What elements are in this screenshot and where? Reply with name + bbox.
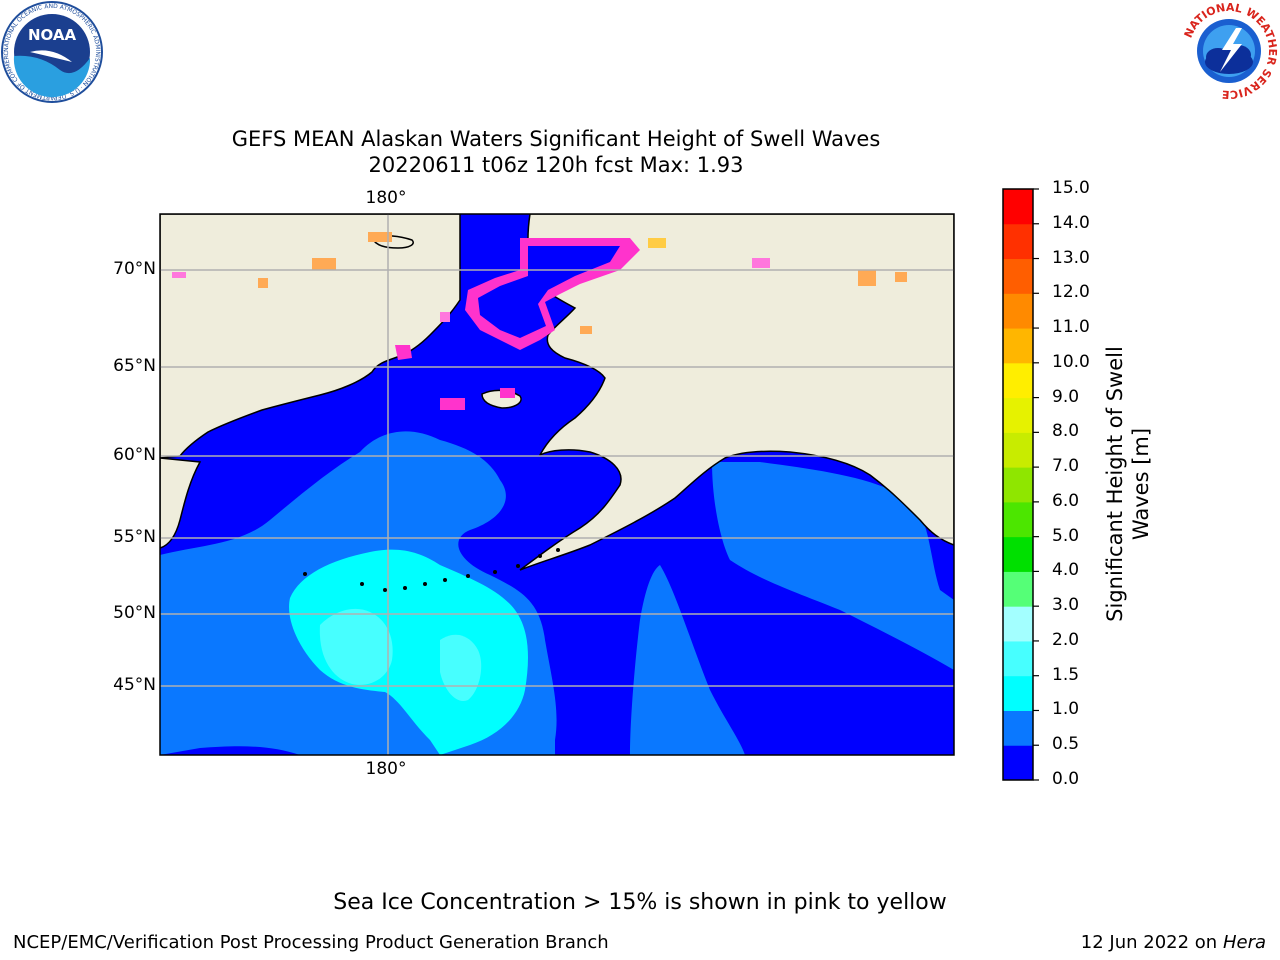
sea-ice-bering-north xyxy=(395,345,515,410)
lat-label-70n: 70°N xyxy=(113,259,156,279)
colorbar-tick-label: 4.0 xyxy=(1052,560,1080,581)
colorbar-tick-label: 11.0 xyxy=(1052,317,1090,338)
sea-ice-note: Sea Ice Concentration > 15% is shown in … xyxy=(333,890,947,915)
colorbar-swatch xyxy=(1003,710,1033,746)
footer-date-text: 12 Jun 2022 on xyxy=(1080,932,1218,953)
colorbar-swatch xyxy=(1003,640,1033,677)
sea-ice-coastal xyxy=(172,232,907,334)
colorbar-tick-label: 14.0 xyxy=(1052,212,1090,233)
colorbar-tick-label: 7.0 xyxy=(1052,456,1080,477)
colorbar-tick-label: 3.0 xyxy=(1052,595,1080,616)
colorbar-tick-label: 8.0 xyxy=(1052,421,1080,442)
footer-branch: NCEP/EMC/Verification Post Processing Pr… xyxy=(13,932,609,953)
lat-label-65n: 65°N xyxy=(113,356,156,376)
footer-date: 12 Jun 2022 on Hera xyxy=(1081,932,1266,953)
noaa-logo: NATIONAL OCEANIC AND ATMOSPHERIC ADMINIS… xyxy=(0,0,103,103)
swell-region-0-5-1m-south xyxy=(630,565,745,755)
lat-label-50n: 50°N xyxy=(113,603,156,623)
swell-region-0-5-1m-gulf xyxy=(712,462,954,670)
colorbar-swatch xyxy=(1003,293,1033,329)
colorbar-tick-label: 1.0 xyxy=(1052,699,1080,720)
colorbar-tick-label: 6.0 xyxy=(1052,490,1080,511)
lon-label-bottom: 180° xyxy=(365,759,407,779)
chart-title: GEFS MEAN Alaskan Waters Significant Hei… xyxy=(231,127,881,151)
colorbar-swatch xyxy=(1003,606,1033,642)
land-chukotka xyxy=(160,214,461,459)
colorbar-tick-label: 15.0 xyxy=(1052,178,1090,198)
map-gridlines xyxy=(160,214,954,755)
colorbar-swatch xyxy=(1003,223,1033,260)
colorbar-swatch xyxy=(1003,571,1033,607)
sea-ice-chukchi-interior xyxy=(478,246,620,338)
colorbar-frame xyxy=(1002,188,1034,781)
swell-region-1-5-2m xyxy=(319,608,393,685)
map-frame xyxy=(159,213,955,756)
nws-logo: NATIONAL WEATHER SERVICE xyxy=(1181,1,1279,101)
swell-region-1-5-2m-b xyxy=(440,634,482,701)
aleutian-islands xyxy=(303,548,560,592)
colorbar-swatch xyxy=(1003,745,1033,781)
colorbar-tick-label: 12.0 xyxy=(1052,282,1090,303)
colorbar-swatch xyxy=(1003,397,1033,433)
colorbar-tick-label: 0.0 xyxy=(1052,769,1080,789)
colorbar-tick-label: 2.0 xyxy=(1052,629,1080,650)
colorbar-tick-label: 13.0 xyxy=(1052,247,1090,268)
lat-label-55n: 55°N xyxy=(113,527,156,547)
colorbar-swatch xyxy=(1003,467,1033,503)
colorbar-swatch xyxy=(1003,432,1033,468)
swell-region-1-1-5m xyxy=(289,549,528,755)
colorbar xyxy=(1003,188,1039,781)
lat-label-45n: 45°N xyxy=(113,675,156,695)
colorbar-tick-label: 0.5 xyxy=(1052,734,1080,755)
colorbar-tick-label: 10.0 xyxy=(1052,351,1090,372)
land-kamchatka xyxy=(160,457,202,549)
footer-host: Hera xyxy=(1222,932,1266,953)
lon-label-top: 180° xyxy=(365,188,407,208)
colorbar-tick-label: 1.5 xyxy=(1052,664,1080,685)
colorbar-swatch xyxy=(1003,501,1033,538)
land-alaska xyxy=(519,214,954,571)
colorbar-swatch xyxy=(1003,328,1033,364)
colorbar-swatch xyxy=(1003,675,1033,711)
colorbar-swatch xyxy=(1003,362,1033,399)
colorbar-title-text: Significant Height of Swell Waves [m] xyxy=(1103,346,1153,622)
colorbar-swatch xyxy=(1003,536,1033,572)
colorbar-swatch xyxy=(1003,189,1033,225)
colorbar-title: Significant Height of Swell Waves [m] xyxy=(1102,329,1154,639)
colorbar-swatch xyxy=(1003,258,1033,294)
lat-label-60n: 60°N xyxy=(113,445,156,465)
noaa-logo-text: NOAA xyxy=(28,26,77,44)
colorbar-tick-label: 5.0 xyxy=(1052,525,1080,546)
chart-subtitle: 20220611 t06z 120h fcst Max: 1.93 xyxy=(368,153,744,177)
colorbar-tick-label: 9.0 xyxy=(1052,386,1080,407)
